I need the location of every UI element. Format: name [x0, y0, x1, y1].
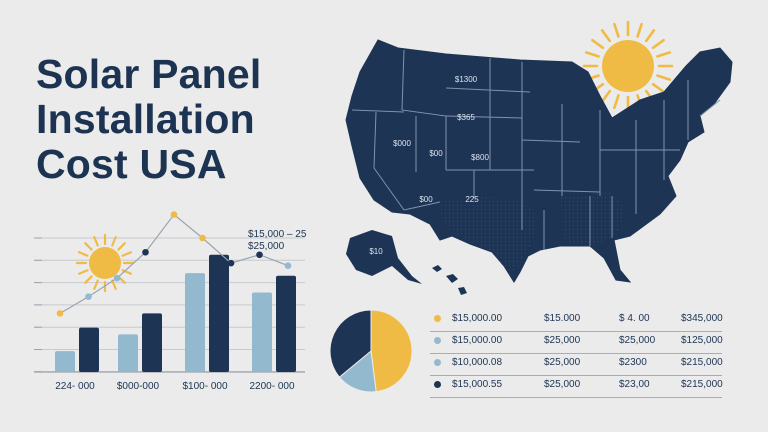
- bar: [55, 351, 75, 372]
- state-label: $000: [393, 139, 411, 148]
- x-tick-label: $100- 000: [182, 381, 227, 392]
- bar: [118, 334, 138, 372]
- chart-annotation-line-2: $25,000: [248, 241, 285, 252]
- sun-icon-small: [75, 233, 135, 293]
- title-line-2: Installation: [36, 96, 255, 142]
- line-point: [284, 262, 292, 269]
- map-southeast-dots: [560, 192, 626, 246]
- state-label: $00: [429, 149, 443, 158]
- state-label: $800: [471, 153, 489, 162]
- bar: [142, 313, 162, 372]
- bar: [276, 275, 296, 372]
- table-cell: $25,000: [544, 357, 581, 368]
- bar: [185, 273, 205, 372]
- pie-slice: [370, 309, 413, 393]
- bar: [209, 254, 229, 372]
- row-color-dot: [434, 359, 441, 366]
- table-row: $10,000.08 $25,000 $2300 $215,000: [430, 353, 723, 376]
- map-hawaii: [432, 265, 467, 295]
- x-tick-label: 2200- 000: [249, 381, 294, 392]
- map-alaska: [346, 230, 422, 284]
- chart-annotation-line-1: $15,000 – 25: [248, 229, 307, 240]
- title-line-3: Cost USA: [36, 141, 227, 187]
- table-cell: $15,000.00: [452, 313, 503, 324]
- table-row: $15,000.00 $25,000 $25,000 $125,000: [430, 331, 723, 354]
- line-point: [142, 248, 149, 256]
- table-cell: $10,000.08: [452, 357, 503, 368]
- state-label: $1300: [455, 75, 478, 84]
- x-tick-label: $000-000: [117, 381, 160, 392]
- table-cell: $15,000.55: [452, 379, 503, 390]
- title-line-1: Solar Panel: [36, 51, 262, 97]
- table-cell: $25,000: [619, 335, 656, 346]
- table-row: $15,000.55 $25,000 $23,00 $215,000: [430, 375, 723, 398]
- table-cell: $25,000: [544, 379, 581, 390]
- chart-annotation: $15,000 – 25 $25,000: [248, 229, 306, 253]
- table-cell: $25,000: [544, 335, 581, 346]
- map-texas-dots: [440, 196, 538, 276]
- table-cell: $23,00: [619, 379, 650, 390]
- line-point: [199, 234, 206, 242]
- table-cell: $215,000: [681, 379, 723, 390]
- line-point: [113, 274, 121, 282]
- state-label: $365: [457, 113, 475, 122]
- pie-slice: [329, 309, 372, 378]
- row-color-dot: [434, 381, 441, 388]
- table-cell: $215,000: [681, 357, 723, 368]
- line-point: [256, 251, 263, 259]
- table-cell: $345,000: [681, 313, 723, 324]
- table-cell: $2300: [619, 357, 647, 368]
- table-cell: $15.000: [544, 313, 581, 324]
- row-color-dot: [434, 337, 441, 344]
- state-label: $00: [419, 195, 433, 204]
- page-title: Solar Panel Installation Cost USA: [36, 52, 262, 187]
- row-color-dot: [434, 315, 441, 322]
- table-row: $15,000.00 $15.000 $ 4. 00 $345,000: [430, 309, 723, 332]
- bar: [79, 327, 99, 372]
- table-cell: $125,000: [681, 335, 723, 346]
- line-point: [85, 293, 92, 300]
- line-point: [227, 259, 235, 267]
- x-tick-label: 224- 000: [55, 381, 95, 392]
- bar: [252, 292, 272, 372]
- line-point: [56, 310, 64, 317]
- table-cell: $15,000.00: [452, 335, 503, 346]
- line-point: [170, 211, 178, 218]
- state-label: $10: [369, 247, 383, 256]
- state-label: 225: [465, 195, 479, 204]
- map-state-borders: [351, 49, 721, 250]
- table-cell: $ 4. 00: [619, 313, 650, 324]
